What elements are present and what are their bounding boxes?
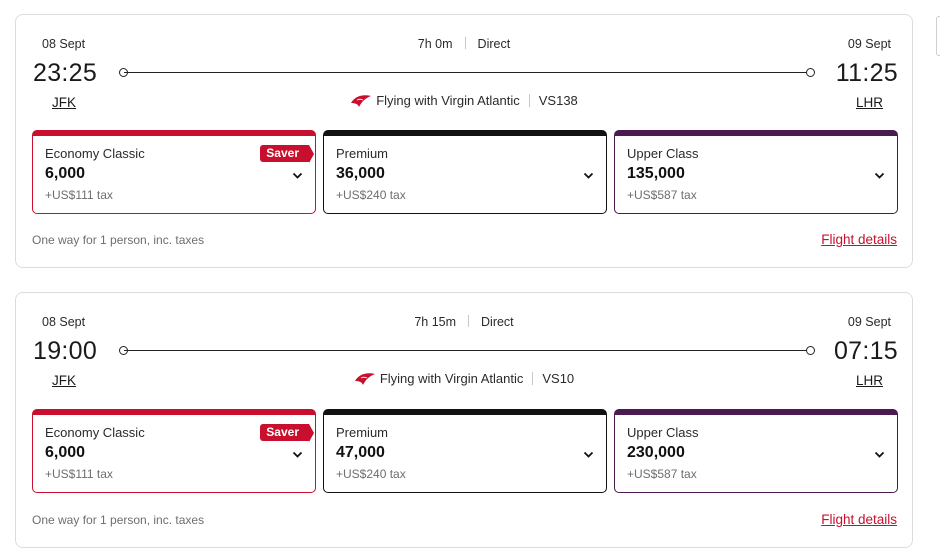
chevron-down-icon[interactable] xyxy=(583,172,594,180)
departure-airport: JFK xyxy=(52,373,77,388)
departure-date: 08 Sept xyxy=(42,315,86,329)
arrival-airport: LHR xyxy=(855,373,883,388)
cabin-name: Economy Classic xyxy=(45,146,145,161)
fare-option-premium[interactable]: Premium 36,000 +US$240 tax xyxy=(323,130,607,214)
fare-option-upper-class[interactable]: Upper Class 230,000 +US$587 tax xyxy=(614,409,898,493)
carrier-info: Flying with Virgin Atlantic VS138 xyxy=(16,93,912,108)
fare-note: One way for 1 person, inc. taxes xyxy=(32,233,205,247)
points-price: 6,000 xyxy=(45,165,86,182)
chevron-down-icon[interactable] xyxy=(292,451,303,459)
duration: 7h 15m xyxy=(414,315,457,329)
cabin-name: Economy Classic xyxy=(45,425,145,440)
carrier-name: Flying with Virgin Atlantic xyxy=(379,371,524,386)
tax-amount: +US$240 tax xyxy=(336,188,406,202)
arrival-airport: LHR xyxy=(855,95,883,110)
tax-amount: +US$587 tax xyxy=(627,467,697,481)
tax-amount: +US$111 tax xyxy=(45,188,113,202)
cabin-name: Upper Class xyxy=(627,425,699,440)
stops: Direct xyxy=(477,37,511,51)
carrier-info: Flying with Virgin Atlantic VS10 xyxy=(16,371,912,386)
saver-badge: Saver xyxy=(260,424,314,442)
flight-number: VS10 xyxy=(542,371,575,386)
route-summary: 7h 15m Direct xyxy=(16,315,912,329)
virgin-atlantic-logo-icon xyxy=(354,373,375,385)
chevron-down-icon[interactable] xyxy=(874,172,885,180)
route-summary: 7h 0m Direct xyxy=(16,37,912,51)
virgin-atlantic-logo-icon xyxy=(351,95,372,107)
fare-option-economy-classic[interactable]: Economy Classic Saver 6,000 +US$111 tax xyxy=(32,409,316,493)
points-price: 47,000 xyxy=(336,444,385,461)
arrival-time: 11:25 xyxy=(835,59,898,87)
chevron-down-icon[interactable] xyxy=(292,172,303,180)
fare-option-premium[interactable]: Premium 47,000 +US$240 tax xyxy=(323,409,607,493)
departure-time: 23:25 xyxy=(33,59,98,87)
departure-time: 19:00 xyxy=(33,337,98,365)
flight-card: 08 Sept 09 Sept 7h 0m Direct 23:25 11:25 … xyxy=(15,14,913,268)
fare-note: One way for 1 person, inc. taxes xyxy=(32,513,205,527)
stops: Direct xyxy=(481,315,514,329)
points-price: 230,000 xyxy=(627,444,685,461)
tax-amount: +US$587 tax xyxy=(627,188,697,202)
tax-amount: +US$111 tax xyxy=(45,467,113,481)
route-line xyxy=(124,350,810,351)
arrival-time: 07:15 xyxy=(833,337,898,365)
chevron-down-icon[interactable] xyxy=(583,451,594,459)
divider xyxy=(464,37,466,49)
points-price: 135,000 xyxy=(627,165,685,182)
arrival-dot xyxy=(806,346,815,355)
cabin-name: Premium xyxy=(336,146,389,161)
arrival-date: 09 Sept xyxy=(847,37,891,51)
cabin-name: Upper Class xyxy=(627,146,699,161)
partial-element-edge xyxy=(936,16,940,56)
arrival-dot xyxy=(806,68,815,77)
flight-details-link[interactable]: Flight details xyxy=(821,232,897,247)
flight-number: VS138 xyxy=(538,93,578,108)
saver-badge: Saver xyxy=(260,145,314,163)
arrival-date: 09 Sept xyxy=(847,315,891,329)
duration: 7h 0m xyxy=(417,37,453,51)
divider xyxy=(528,94,530,107)
tax-amount: +US$240 tax xyxy=(336,467,406,481)
divider xyxy=(532,372,534,385)
carrier-name: Flying with Virgin Atlantic xyxy=(376,93,520,108)
cabin-name: Premium xyxy=(336,425,389,440)
fare-option-economy-classic[interactable]: Economy Classic Saver 6,000 +US$111 tax xyxy=(32,130,316,214)
points-price: 36,000 xyxy=(336,165,385,182)
flight-details-link[interactable]: Flight details xyxy=(821,512,897,527)
route-line xyxy=(124,72,810,73)
departure-date: 08 Sept xyxy=(42,37,86,51)
flight-card: 08 Sept 09 Sept 7h 15m Direct 19:00 07:15… xyxy=(15,292,913,548)
chevron-down-icon[interactable] xyxy=(874,451,885,459)
points-price: 6,000 xyxy=(45,444,86,461)
fare-option-upper-class[interactable]: Upper Class 135,000 +US$587 tax xyxy=(614,130,898,214)
divider xyxy=(468,315,470,327)
departure-airport: JFK xyxy=(52,95,77,110)
